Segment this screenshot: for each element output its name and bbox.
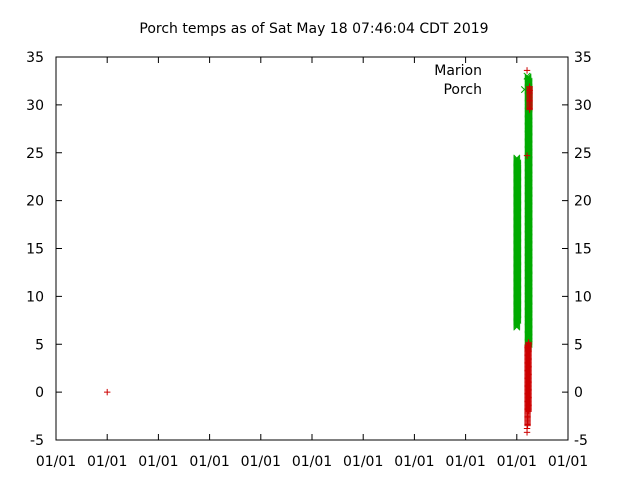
y-tick-label-left: 0 bbox=[35, 385, 44, 401]
x-tick-label: 01/01 bbox=[548, 454, 588, 470]
series-porch bbox=[513, 72, 533, 352]
y-axis-ticks bbox=[56, 56, 568, 441]
legend-label-porch: Porch bbox=[443, 82, 482, 98]
data-point-porch bbox=[514, 161, 522, 169]
legend: Marion Porch bbox=[434, 63, 482, 98]
data-point-porch bbox=[514, 162, 522, 170]
data-point-porch bbox=[514, 159, 522, 167]
y-tick-label-right: 20 bbox=[574, 194, 592, 210]
y-tick-label-left: 10 bbox=[26, 289, 44, 305]
x-tick-label: 01/01 bbox=[497, 454, 537, 470]
y-tick-label-left: 15 bbox=[26, 242, 44, 258]
data-point-marion bbox=[523, 152, 531, 159]
series-marion bbox=[104, 67, 533, 436]
data-point-porch bbox=[523, 72, 531, 80]
data-point-marion bbox=[104, 388, 111, 396]
plot-frame bbox=[55, 56, 569, 441]
x-tick-label: 01/01 bbox=[394, 454, 434, 470]
data-point-porch bbox=[514, 160, 522, 168]
data-point-marion bbox=[526, 87, 533, 94]
series-layer bbox=[104, 67, 533, 436]
data-point-marion bbox=[523, 425, 531, 432]
x-tick-label: 01/01 bbox=[241, 454, 281, 470]
data-point-marion bbox=[525, 339, 532, 346]
data-point-marion bbox=[523, 67, 531, 74]
data-point-porch bbox=[525, 77, 533, 85]
legend-label-marion: Marion bbox=[434, 63, 482, 79]
x-tick-label: 01/01 bbox=[36, 454, 76, 470]
data-point-porch bbox=[525, 79, 533, 87]
y-tick-label-right: 10 bbox=[574, 289, 592, 305]
y-tick-label-left: 25 bbox=[26, 146, 44, 162]
x-axis-labels: 01/01 01/01 01/01 01/01 01/01 01/01 01/01 01/01… bbox=[36, 454, 588, 470]
y-tick-label-right: 25 bbox=[574, 146, 592, 162]
y-tick-label-right: 35 bbox=[574, 50, 592, 66]
y-tick-label-right: 5 bbox=[574, 337, 583, 353]
x-tick-label: 01/01 bbox=[445, 454, 485, 470]
y-tick-label-left: -5 bbox=[30, 433, 44, 449]
chart-title: Porch temps as of Sat May 18 07:46:04 CD… bbox=[139, 21, 488, 37]
data-point-porch bbox=[525, 78, 533, 86]
y-axis-labels-left: -5 0 5 10 15 20 25 30 35 bbox=[26, 50, 44, 449]
y-tick-label-left: 30 bbox=[26, 98, 44, 114]
x-tick-label: 01/01 bbox=[189, 454, 229, 470]
x-tick-label: 01/01 bbox=[87, 454, 127, 470]
y-axis-labels-right: -5 0 5 10 15 20 25 30 35 bbox=[574, 50, 592, 449]
y-tick-label-right: -5 bbox=[574, 433, 588, 449]
y-tick-label-left: 20 bbox=[26, 194, 44, 210]
y-tick-label-right: 0 bbox=[574, 385, 583, 401]
y-tick-label-right: 15 bbox=[574, 242, 592, 258]
y-tick-label-left: 35 bbox=[26, 50, 44, 66]
x-tick-label: 01/01 bbox=[292, 454, 332, 470]
y-tick-label-right: 30 bbox=[574, 98, 592, 114]
y-tick-label-left: 5 bbox=[35, 337, 44, 353]
x-tick-label: 01/01 bbox=[138, 454, 178, 470]
x-axis-ticks bbox=[55, 57, 569, 440]
x-tick-label: 01/01 bbox=[343, 454, 383, 470]
